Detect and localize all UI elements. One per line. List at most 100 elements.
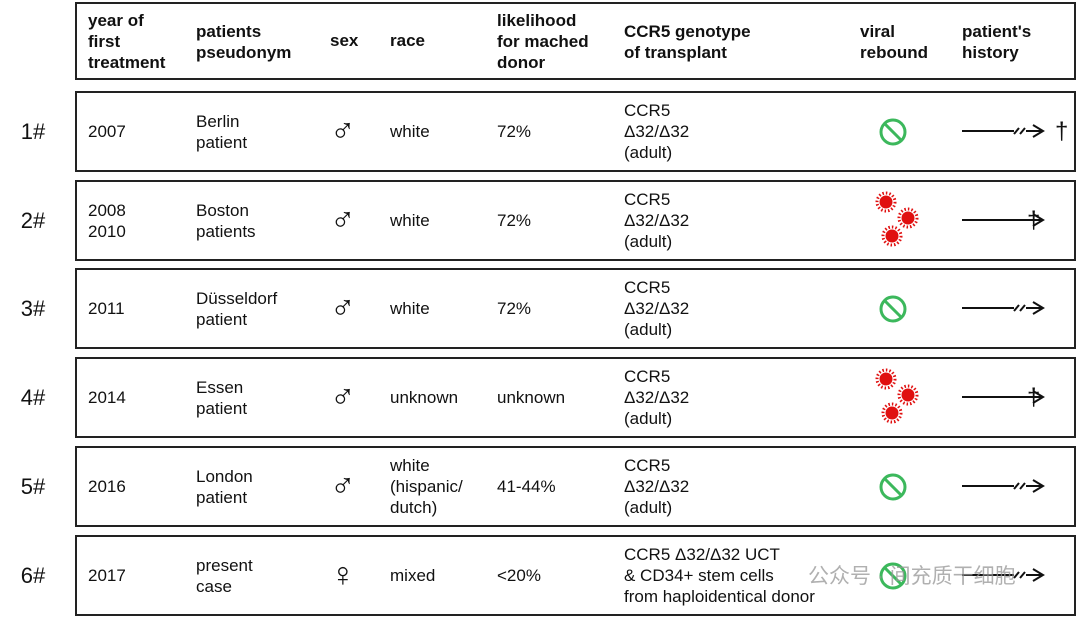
likelihood-text: unknown — [497, 388, 566, 407]
likelihood-cell: 72% — [497, 268, 531, 349]
genotype-text: CCR5 — [624, 456, 671, 475]
header-cell: viral rebound — [860, 2, 928, 80]
year-cell: 2011 — [88, 268, 125, 349]
year-text: 2016 — [88, 477, 126, 496]
shape — [881, 402, 903, 424]
genotype-text: CCR5 — [624, 367, 671, 386]
name-cell: Essen patient — [196, 357, 247, 438]
name-text: patient — [196, 309, 248, 329]
death-mark: † — [1027, 180, 1040, 261]
sex-text: ♀ — [330, 556, 356, 594]
icon — [875, 368, 919, 424]
shape — [879, 118, 907, 146]
icon — [962, 301, 1045, 315]
likelihood-cell: 72% — [497, 91, 531, 172]
sex-cell: ♀ — [330, 535, 356, 616]
year-text: 2007 — [88, 122, 126, 141]
year-cell: 2007 — [88, 91, 126, 172]
header-text: viral — [860, 22, 895, 41]
shape — [1013, 127, 1020, 135]
shape — [875, 368, 897, 390]
genotype-text: from haploidentical donor — [624, 587, 815, 606]
genotype-cell: CCR5 Δ32/Δ32 (adult) — [624, 357, 689, 438]
genotype-text: (adult) — [624, 320, 673, 339]
row-label: 1# — [20, 119, 46, 144]
header-text: likelihood — [497, 11, 577, 30]
death-text: † — [1055, 118, 1069, 145]
icon — [962, 213, 1045, 227]
name-text: patients — [196, 221, 256, 241]
row-box — [75, 357, 1076, 438]
name-text: Berlin — [196, 111, 240, 131]
shape — [883, 299, 903, 319]
shape — [1019, 127, 1026, 135]
race-cell: white — [390, 91, 430, 172]
header-box — [75, 2, 1076, 80]
icon — [962, 479, 1045, 493]
shape — [1019, 482, 1026, 490]
sex-cell: ♂ — [330, 446, 356, 527]
header-cell: race — [390, 2, 425, 80]
sex-text: ♂ — [330, 467, 356, 505]
death-text: † — [1027, 384, 1041, 411]
shape — [897, 384, 919, 406]
shape — [1019, 304, 1026, 312]
header-cell: year of first treatment — [88, 2, 165, 80]
shape — [881, 225, 903, 247]
name-cell: Düsseldorf patient — [196, 268, 277, 349]
shape — [1032, 568, 1045, 582]
genotype-text: Δ32/Δ32 — [624, 388, 690, 407]
genotype-cell: CCR5 Δ32/Δ32 UCT & CD34+ stem cells from h… — [624, 535, 815, 616]
icon — [962, 390, 1045, 404]
shape — [897, 207, 919, 229]
shape — [879, 195, 893, 209]
shape — [885, 406, 899, 420]
year-text: 2010 — [88, 221, 126, 241]
genotype-text: (adult) — [624, 409, 673, 428]
year-cell: 2016 — [88, 446, 126, 527]
genotype-text: Δ32/Δ32 — [624, 477, 690, 496]
shape — [879, 473, 907, 501]
header-cell: CCR5 genotype of transplant — [624, 2, 751, 80]
genotype-text: CCR5 — [624, 101, 671, 120]
header-text: pseudonym — [196, 43, 292, 62]
genotype-text: (adult) — [624, 143, 673, 162]
name-text: Düsseldorf — [196, 288, 278, 308]
header-cell: sex — [330, 2, 358, 80]
genotype-cell: CCR5 Δ32/Δ32 (adult) — [624, 180, 689, 261]
race-cell: white (hispanic/dutch) — [390, 446, 463, 527]
row-box — [75, 535, 1076, 616]
shape — [883, 477, 903, 497]
icon — [875, 191, 919, 247]
likelihood-cell: 41-44% — [497, 446, 556, 527]
sex-text: ♂ — [330, 289, 356, 327]
name-text: Boston — [196, 200, 249, 220]
shape — [879, 372, 893, 386]
genotype-text: (adult) — [624, 232, 673, 251]
race-cell: white — [390, 268, 430, 349]
shape — [901, 211, 915, 225]
race-text: (hispanic/ — [390, 477, 463, 496]
header-text: of transplant — [624, 43, 727, 62]
likelihood-text: 41-44% — [497, 477, 556, 496]
shape — [1032, 301, 1045, 315]
sex-cell: ♂ — [330, 180, 356, 261]
race-text: unknown — [390, 388, 459, 407]
race-text: white — [390, 456, 430, 475]
race-text: dutch) — [390, 498, 438, 517]
sex-text: ♂ — [330, 378, 356, 416]
shape — [1013, 571, 1020, 579]
year-text: 2014 — [88, 388, 126, 407]
name-text: case — [196, 576, 232, 596]
race-text: white — [390, 211, 430, 230]
shape — [1032, 124, 1045, 138]
year-text: 2011 — [88, 299, 125, 318]
shape — [1032, 390, 1045, 404]
genotype-cell: CCR5 Δ32/Δ32 (adult) — [624, 91, 689, 172]
shape — [1032, 213, 1045, 227]
genotype-cell: CCR5 Δ32/Δ32 (adult) — [624, 446, 689, 527]
genotype-text: (adult) — [624, 498, 673, 517]
year-cell: 2008 2010 — [88, 180, 126, 261]
row-label: 5# — [20, 474, 46, 499]
